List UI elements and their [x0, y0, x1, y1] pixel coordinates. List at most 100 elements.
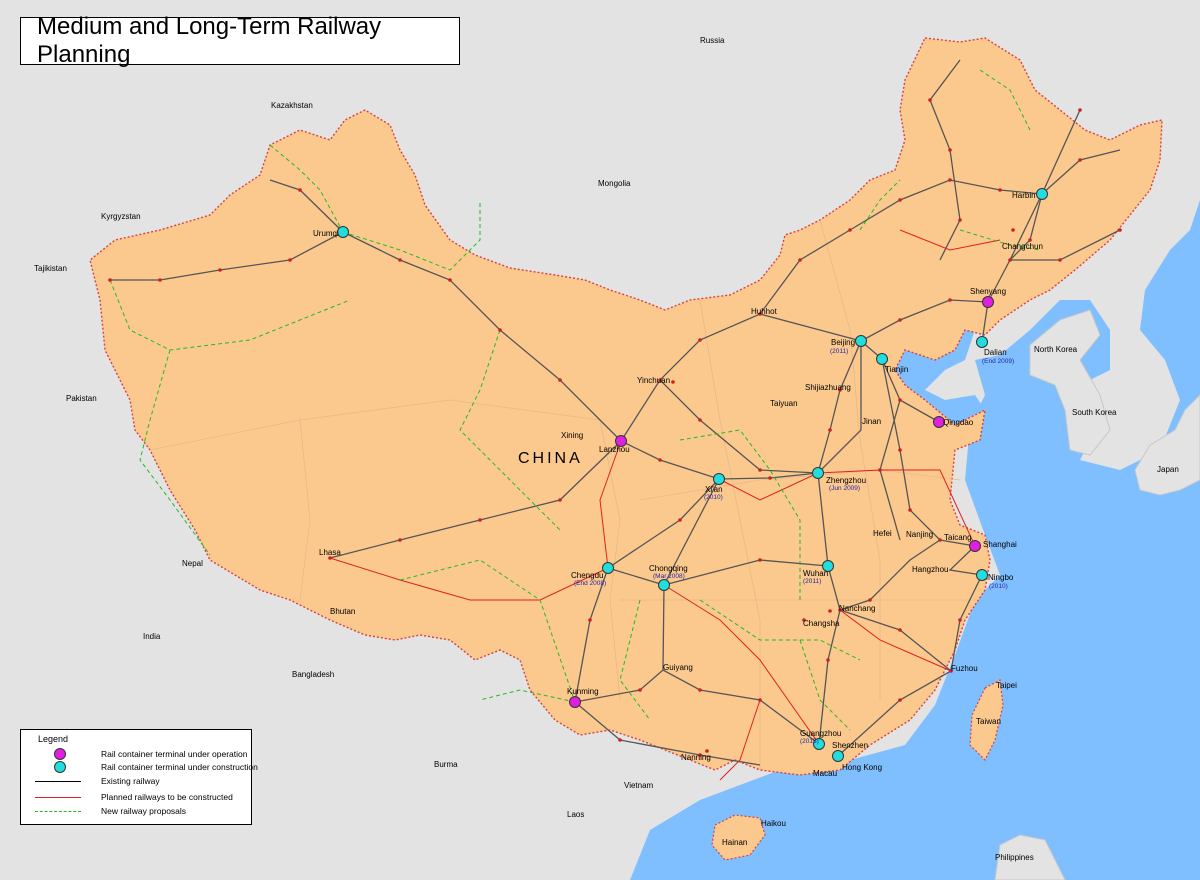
- terminal-operating-qingdao[interactable]: [933, 416, 945, 428]
- station-dot-55: [948, 148, 952, 152]
- terminal-construction-zhengzhou[interactable]: [812, 467, 824, 479]
- legend-row-proposals: New railway proposals: [21, 805, 253, 818]
- note-zhengzhou: (Jun 2009): [829, 485, 860, 492]
- terminal-construction-chongqing[interactable]: [658, 579, 670, 591]
- terminal-construction-ningbo[interactable]: [976, 569, 988, 581]
- city-nanchang[interactable]: Nanchang: [839, 604, 875, 613]
- city-chengdu[interactable]: Chengdu: [571, 571, 603, 580]
- city-hainan[interactable]: Hainan: [722, 838, 747, 847]
- note-dalian: (End 2009): [982, 358, 1014, 365]
- city-shenzhen[interactable]: Shenzhen: [832, 741, 868, 750]
- terminal-operating-kunming[interactable]: [569, 696, 581, 708]
- terminal-construction-guangzhou[interactable]: [813, 738, 825, 750]
- city-taipei[interactable]: Taipei: [996, 681, 1017, 690]
- city-taicang[interactable]: Taicang: [944, 533, 972, 542]
- station-dot-15: [898, 448, 902, 452]
- planned-railway-1: [663, 584, 820, 745]
- city-hefei[interactable]: Hefei: [873, 529, 892, 538]
- city-urumqi[interactable]: Urumqi: [313, 229, 339, 238]
- station-dot-6: [898, 318, 902, 322]
- city-jinan[interactable]: Jinan: [862, 417, 881, 426]
- station-dot-44: [898, 698, 902, 702]
- city-harbin[interactable]: Harbin: [1012, 191, 1036, 200]
- station-dot-16: [908, 508, 912, 512]
- city-guangzhou[interactable]: Guangzhou: [800, 729, 841, 738]
- city-wuhan[interactable]: Wuhan: [803, 569, 828, 578]
- city-taiwan[interactable]: Taiwan: [976, 717, 1001, 726]
- railway-proposal-4: [459, 329, 561, 531]
- station-dot-22: [698, 688, 702, 692]
- city-changsha[interactable]: Changsha: [803, 619, 840, 628]
- city-macau[interactable]: Macau: [813, 769, 837, 778]
- station-dot-18: [868, 598, 872, 602]
- label-vietnam: Vietnam: [624, 781, 654, 790]
- terminal-operating-shanghai[interactable]: [969, 540, 981, 552]
- city-shijiazhuang[interactable]: Shijiazhuang: [805, 383, 851, 392]
- city-xining[interactable]: Xining: [561, 431, 583, 440]
- terminal-construction-wuhan[interactable]: [822, 560, 834, 572]
- city-haikou[interactable]: Haikou: [761, 819, 786, 828]
- station-dot-4: [658, 458, 662, 462]
- terminal-construction-shenzhen[interactable]: [832, 750, 844, 762]
- city-changchun[interactable]: Changchun: [1002, 242, 1043, 251]
- city-taiyuan[interactable]: Taiyuan: [770, 399, 798, 408]
- terminal-construction-tianjin[interactable]: [876, 353, 888, 365]
- city-nanning[interactable]: Nanning: [681, 753, 711, 762]
- philippines-land: [994, 834, 1066, 880]
- existing-railway-18: [659, 379, 819, 474]
- terminal-construction-dalian[interactable]: [976, 336, 988, 348]
- city-lhasa[interactable]: Lhasa: [319, 548, 341, 557]
- station-dot-43: [949, 669, 953, 673]
- terminals: [337, 188, 1048, 762]
- city-ningbo[interactable]: Ningbo: [988, 573, 1014, 582]
- planned-railway-5: [899, 229, 1001, 251]
- terminal-construction-urumqi[interactable]: [337, 226, 349, 238]
- city-shenyang[interactable]: Shenyang: [970, 287, 1006, 296]
- planned-railway-6: [719, 699, 761, 781]
- city-shanghai[interactable]: Shanghai: [983, 540, 1017, 549]
- terminal-construction-xian[interactable]: [713, 473, 725, 485]
- city-hongkong[interactable]: Hong Kong: [842, 763, 882, 772]
- city-xian[interactable]: Xi'an: [705, 485, 723, 494]
- terminal-construction-harbin[interactable]: [1036, 188, 1048, 200]
- city-hangzhou[interactable]: Hangzhou: [912, 565, 948, 574]
- city-chongqing[interactable]: Chongqing: [649, 564, 688, 573]
- station-dot-39: [758, 468, 762, 472]
- city-lanzhou[interactable]: Lanzhou: [599, 445, 630, 454]
- terminal-operating-shenyang[interactable]: [982, 296, 994, 308]
- terminal-construction-chengdu[interactable]: [602, 562, 614, 574]
- railway-proposal-13: [959, 229, 1041, 251]
- city-yinchuan[interactable]: Yinchuan: [637, 376, 670, 385]
- label-india: India: [143, 632, 161, 641]
- label-china: CHINA: [518, 450, 583, 467]
- note-beijing: (2011): [830, 348, 848, 355]
- city-fuzhou[interactable]: Fuzhou: [951, 664, 978, 673]
- station-dot-58: [671, 380, 675, 384]
- station-dot-45: [898, 628, 902, 632]
- existing-railway-8: [839, 539, 941, 611]
- legend-construction-label: Rail container terminal under constructi…: [101, 762, 258, 772]
- terminal-operating-lanzhou[interactable]: [615, 435, 627, 447]
- station-dot-57: [1078, 108, 1082, 112]
- city-zhengzhou[interactable]: Zhengzhou: [826, 476, 866, 485]
- station-dot-26: [698, 753, 702, 757]
- city-guiyang[interactable]: Guiyang: [663, 663, 693, 672]
- label-burma: Burma: [434, 760, 458, 769]
- city-kunming[interactable]: Kunming: [567, 687, 599, 696]
- existing-railway-10: [574, 567, 820, 745]
- existing-railway-2: [860, 193, 1043, 342]
- note-wuhan: (2011): [803, 578, 821, 585]
- label-philippines: Philippines: [995, 853, 1034, 862]
- city-huhhot[interactable]: Huhhot: [751, 307, 778, 316]
- city-dalian[interactable]: Dalian: [984, 348, 1007, 357]
- city-beijing[interactable]: Beijing: [831, 338, 855, 347]
- terminal-construction-beijing[interactable]: [855, 335, 867, 347]
- city-tianjin[interactable]: Tianjin: [885, 365, 908, 374]
- city-qingdao[interactable]: Qingdao: [943, 418, 974, 427]
- station-dot-27: [658, 378, 662, 382]
- japan-land: [1134, 394, 1200, 496]
- year-notes: (2011) (End 2009) (2010) (Jun 2009) (End…: [574, 348, 1014, 745]
- city-nanjing[interactable]: Nanjing: [906, 530, 933, 539]
- legend-title: Legend: [38, 734, 69, 744]
- station-dot-9: [1078, 158, 1082, 162]
